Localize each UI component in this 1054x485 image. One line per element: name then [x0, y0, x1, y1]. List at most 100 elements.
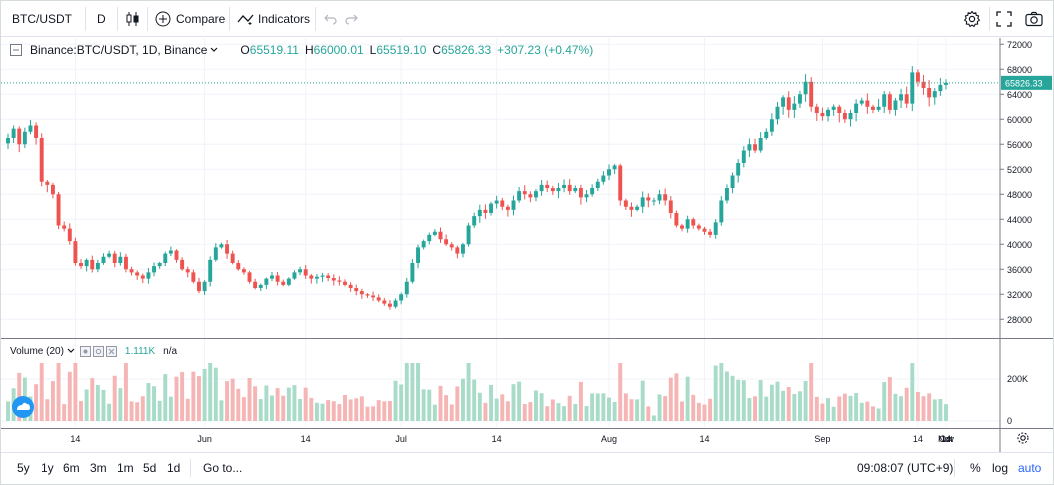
x-tick-label: Jun: [197, 434, 212, 444]
candle-body: [387, 303, 392, 307]
volume-bar: [438, 385, 443, 421]
volume-bar: [713, 365, 718, 421]
candle-body: [404, 281, 409, 295]
candle-body: [174, 250, 179, 260]
candle-body: [416, 247, 420, 263]
redo-button[interactable]: [345, 1, 359, 37]
candle-body: [270, 275, 274, 279]
y-tick-label: 48000: [1007, 190, 1032, 200]
candle-body: [618, 165, 623, 201]
volume-bar: [899, 396, 904, 421]
goto-button[interactable]: Go to...: [203, 453, 242, 483]
candle-body: [62, 225, 67, 229]
volume-bar: [747, 398, 752, 421]
compare-button[interactable]: Compare: [155, 1, 225, 37]
volume-bar: [39, 363, 44, 421]
y-tick-label: 40000: [1007, 240, 1032, 250]
candle-body: [303, 269, 308, 276]
candle-body: [466, 225, 471, 245]
fullscreen-button[interactable]: [996, 1, 1012, 37]
range-5d[interactable]: 5d: [143, 453, 156, 483]
candle-body: [472, 216, 477, 226]
volume-title[interactable]: Volume (20): [10, 345, 64, 357]
range-6m[interactable]: 6m: [63, 453, 80, 483]
candle-body: [219, 244, 224, 248]
axis-settings-icon[interactable]: [1017, 432, 1029, 444]
volume-bar: [741, 380, 746, 421]
indicators-button[interactable]: Indicators: [237, 1, 310, 37]
range-1d[interactable]: 1d: [167, 453, 180, 483]
volume-bar: [236, 388, 241, 421]
candle-body: [135, 272, 140, 276]
settings-button[interactable]: [963, 1, 981, 37]
log-toggle[interactable]: log: [992, 453, 1008, 483]
close-icon[interactable]: [105, 345, 117, 357]
candle-body: [848, 113, 853, 120]
volume-bar: [393, 380, 398, 421]
candle-body: [899, 94, 904, 101]
candle-body: [769, 119, 774, 132]
x-tick-label: Jul: [395, 434, 407, 444]
chart-type-button[interactable]: [125, 1, 141, 37]
volume-bar: [416, 363, 420, 421]
collapse-legend-icon[interactable]: [10, 44, 22, 56]
candle-body: [50, 184, 55, 195]
volume-bar: [887, 377, 892, 421]
volume-bar: [253, 386, 258, 421]
candle-body: [213, 247, 218, 260]
chevron-down-icon[interactable]: [210, 47, 218, 53]
cloud-logo-icon: [12, 396, 34, 418]
undo-button[interactable]: [323, 1, 337, 37]
volume-bar: [842, 393, 847, 421]
volume-bar: [539, 393, 544, 421]
interval-button[interactable]: D: [97, 1, 106, 37]
volume-bar: [202, 368, 207, 421]
series-title[interactable]: Binance:BTC/USDT, 1D, Binance: [30, 43, 208, 57]
candle-body: [477, 209, 482, 217]
candle-body: [331, 278, 336, 281]
candle-body: [775, 106, 780, 120]
snapshot-button[interactable]: [1025, 1, 1043, 37]
volume-bar: [550, 399, 555, 421]
volume-bar: [275, 388, 280, 421]
percent-toggle[interactable]: %: [970, 453, 981, 483]
range-3m[interactable]: 3m: [90, 453, 107, 483]
candle-body: [545, 184, 550, 188]
eye-icon[interactable]: [79, 345, 91, 357]
x-tick-label: 14: [941, 434, 951, 444]
open-value: 65519.11: [249, 43, 299, 57]
candle-body: [584, 194, 589, 198]
volume-bar: [95, 384, 100, 421]
candle-body: [449, 244, 454, 248]
range-5y[interactable]: 5y: [17, 453, 30, 483]
candle-body: [578, 188, 583, 198]
candle-body: [500, 200, 505, 207]
settings-icon[interactable]: [92, 345, 104, 357]
volume-bar: [197, 376, 201, 421]
candle-body: [842, 113, 847, 120]
timezone-button[interactable]: 09:08:07 (UTC+9): [857, 453, 953, 483]
candle-body: [371, 295, 376, 298]
volume-bar: [382, 401, 387, 421]
candle-body: [865, 100, 870, 107]
auto-toggle[interactable]: auto: [1018, 453, 1041, 483]
last-price-label: 65826.33: [1005, 78, 1043, 88]
volume-bar: [343, 394, 347, 421]
chevron-down-icon[interactable]: [67, 348, 75, 354]
candle-body: [191, 272, 196, 282]
volume-bar: [567, 395, 572, 421]
candle-body: [6, 138, 10, 144]
volume-bar: [758, 380, 763, 421]
legend-low: L65519.10: [370, 43, 427, 57]
volume-bar: [528, 402, 533, 421]
interval-label: D: [97, 12, 106, 26]
symbol-search[interactable]: BTC/USDT: [12, 1, 72, 37]
x-tick-label: 14: [913, 434, 923, 444]
candle-body: [915, 72, 920, 82]
range-1m[interactable]: 1m: [117, 453, 134, 483]
candle-body: [663, 194, 668, 201]
y-tick-label: 32000: [1007, 290, 1032, 300]
candle-body: [668, 200, 673, 213]
range-1y[interactable]: 1y: [41, 453, 54, 483]
